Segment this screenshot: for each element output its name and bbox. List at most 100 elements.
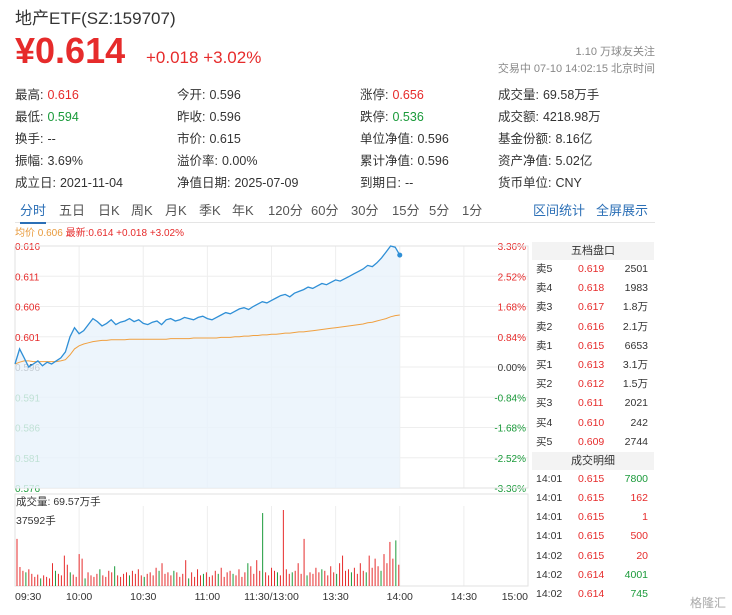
stat-value: 0.596 [417,132,449,146]
stat-value: -- [404,176,414,190]
tab-period[interactable]: 五日 [59,203,86,218]
orderbook-side: 买4 [536,416,553,429]
orderbook-volume: 2.1万 [622,320,648,333]
x-tick-label: 15:00 [502,591,528,603]
stat-value: CNY [555,176,582,190]
stat-value: 4218.98万 [542,110,601,124]
stat-row: 换手: -- 市价: 0.615 单位净值: 0.596 基金份额: 8.16亿 [15,128,655,150]
orderbook-price: 0.613 [578,358,605,371]
trade-volume: 745 [630,588,648,600]
x-tick-label: 11:00 [195,591,221,603]
trade-volume: 1 [642,511,648,524]
orderbook-row: 买5 0.609 2744 [532,433,654,452]
trade-volume: 20 [636,549,648,562]
trading-status: 交易中 07-10 14:02:15 北京时间 [497,63,655,75]
orderbook-volume: 3.1万 [622,358,648,371]
tab-period[interactable]: 月K [165,203,187,218]
tab-period[interactable]: 周K [131,203,153,218]
tab-period[interactable]: 年K [232,203,254,218]
trade-time: 14:01 [536,511,563,524]
orderbook-volume: 2744 [624,435,648,448]
tab-period[interactable]: 120分 [268,203,303,218]
stat-label: 净值日期: [177,176,231,190]
pct-tick-label: 2.52% [498,272,526,283]
trade-price: 0.615 [578,530,605,543]
stat-item: 振幅: 3.69% [15,150,83,169]
avg-price-legend: 均价 0.606 [15,228,63,239]
orderbook-price: 0.612 [578,378,605,391]
stat-label: 昨收: [177,110,206,124]
tab-period[interactable]: 30分 [351,203,379,218]
orderbook-row: 卖2 0.616 2.1万 [532,318,654,337]
stat-label: 资产净值: [498,154,552,168]
trade-price: 0.614 [578,588,605,600]
tab-period[interactable]: 1分 [462,203,483,218]
tab-period[interactable]: 日K [98,203,120,218]
stat-label: 最低: [15,110,44,124]
stat-label: 涨停: [360,88,389,102]
trade-volume: 7800 [624,472,648,485]
trade-price: 0.615 [578,472,605,485]
stat-label: 累计净值: [360,154,414,168]
orderbook-volume: 242 [630,416,648,429]
orderbook-side: 买1 [536,358,553,371]
stat-label: 成交量: [498,88,539,102]
trade-row: 14:01 0.615 162 [532,489,654,508]
trade-time: 14:01 [536,492,563,505]
orderbook-side: 卖4 [536,282,553,295]
volume-max-label: 37592手 [16,514,56,527]
stat-value: 2021-11-04 [59,176,123,190]
orderbook-volume: 1.5万 [622,378,648,391]
y-tick-label: 0.616 [15,242,40,253]
trades-title: 成交明细 [532,451,654,470]
trade-price: 0.614 [578,568,605,581]
orderbook-side: 买5 [536,435,553,448]
x-tick-label: 09:30 [15,591,41,603]
tab-period[interactable]: 季K [199,203,221,218]
avg-price-line [14,314,400,365]
orderbook-price: 0.609 [578,435,605,448]
orderbook-volume: 6653 [624,339,648,352]
stat-item: 成交量: 69.58万手 [498,84,599,103]
x-tick-label: 14:00 [387,591,413,603]
orderbook-row: 买3 0.611 2021 [532,394,654,413]
tab-period[interactable]: 5分 [429,203,450,218]
trade-time: 14:01 [536,530,563,543]
followers-count[interactable]: 1.10 万球友关注 [575,46,655,58]
x-tick-label: 10:30 [130,591,156,603]
tab-period[interactable]: 分时 [20,200,47,224]
fullscreen-link[interactable]: 全屏展示 [596,203,649,218]
stat-value: 0.596 [209,110,241,124]
stat-value: 8.16亿 [555,132,593,146]
tab-period[interactable]: 15分 [392,203,420,218]
orderbook-price: 0.615 [578,339,605,352]
stat-row: 最低: 0.594 昨收: 0.596 跌停: 0.536 成交额: 4218.98万 [15,106,655,128]
stat-item: 净值日期: 2025-07-09 [177,172,298,191]
stat-item: 成立日: 2021-11-04 [15,172,123,191]
orderbook-volume: 1983 [624,282,648,295]
stat-value: 0.596 [417,154,449,168]
orderbook-row: 买1 0.613 3.1万 [532,356,654,375]
trade-time: 14:02 [536,549,563,562]
orderbook-side: 卖3 [536,301,553,314]
orderbook-panel: 五档盘口 卖5 0.619 2501 卖4 0.618 1983 卖3 0.617 1.8万 卖2… [532,242,654,604]
orderbook-row: 买2 0.612 1.5万 [532,375,654,394]
last-price-legend: 最新:0.614 +0.018 +3.02% [65,228,185,239]
orderbook-row: 卖4 0.618 1983 [532,279,654,298]
price-line [14,245,401,368]
stat-row: 振幅: 3.69% 溢价率: 0.00% 累计净值: 0.596 资产净值: 5.02亿 [15,150,655,172]
tab-period[interactable]: 60分 [311,203,339,218]
stat-item: 溢价率: 0.00% [177,150,257,169]
orderbook-price: 0.610 [578,416,605,429]
trade-price: 0.615 [578,511,605,524]
pct-tick-label: 0.00% [498,363,526,374]
stat-label: 成交额: [498,110,539,124]
current-price: ¥0.614 [15,30,126,71]
orderbook-side: 卖1 [536,339,553,352]
stat-item: 基金份额: 8.16亿 [498,128,592,147]
pct-tick-label: -2.52% [494,454,526,465]
stat-label: 振幅: [15,154,44,168]
stat-value: 0.536 [392,110,424,124]
range-stats-link[interactable]: 区间统计 [533,203,586,218]
